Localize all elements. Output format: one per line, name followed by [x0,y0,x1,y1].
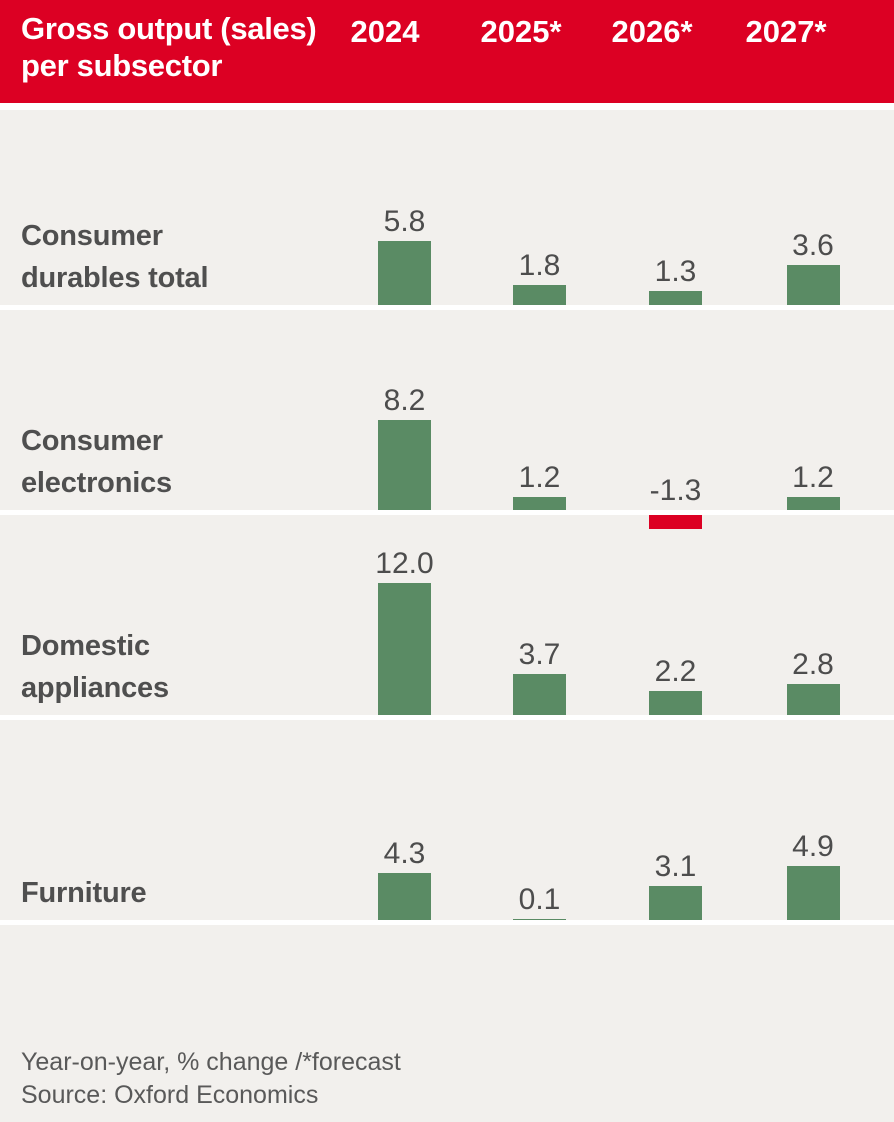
value-label: 1.2 [792,461,834,494]
value-label: 5.8 [383,205,426,238]
bar [649,515,702,529]
row-label: Consumer durables total [21,220,209,294]
value-label: 1.2 [518,461,561,494]
bar [786,684,840,715]
bar [513,497,566,510]
table-header: Gross output (sales) per subsector 2024 … [0,0,894,103]
value-label: 1.3 [654,255,697,288]
value-label: 8.2 [383,384,426,417]
row-divider [0,920,894,925]
bar [378,420,431,510]
chart-footnote: Year-on-year, % change /*forecast [21,1048,401,1076]
column-header-2025: 2025* [480,14,562,49]
bar [513,919,566,920]
column-header-2026: 2026* [611,14,693,49]
column-header-2027: 2027* [745,14,827,49]
value-label: 12.0 [375,547,434,580]
header-divider [0,103,894,110]
row-divider [0,510,894,515]
chart-title-line-1: Gross output (sales) [21,11,317,46]
bar [513,674,566,715]
value-label: 3.6 [792,229,834,262]
value-label: -1.3 [649,474,702,507]
value-label: 3.7 [518,638,561,671]
bar [378,873,431,920]
value-label: 3.1 [654,850,697,883]
bar [649,886,702,920]
row-divider [0,715,894,720]
value-label: 4.9 [792,830,834,863]
row-divider [0,305,894,310]
bar [378,583,431,715]
chart-title: Gross output (sales) per subsector [21,10,317,84]
bar [786,265,840,305]
row-label: Domestic appliances [21,630,169,704]
column-header-2024: 2024 [350,14,420,49]
bar [649,691,702,715]
bar [649,291,702,305]
bar [378,241,431,305]
row-label: Furniture [21,877,147,909]
row-label: Consumer electronics [21,425,172,499]
value-label: 4.3 [383,837,426,870]
value-label: 0.1 [518,883,561,916]
bar [513,285,566,305]
value-label: 2.2 [654,655,697,688]
value-label: 2.8 [792,648,834,681]
bar [786,866,840,920]
chart-source: Source: Oxford Economics [21,1081,319,1109]
value-label: 1.8 [518,249,561,282]
bar [786,497,840,510]
chart-title-line-2: per subsector [21,48,223,83]
